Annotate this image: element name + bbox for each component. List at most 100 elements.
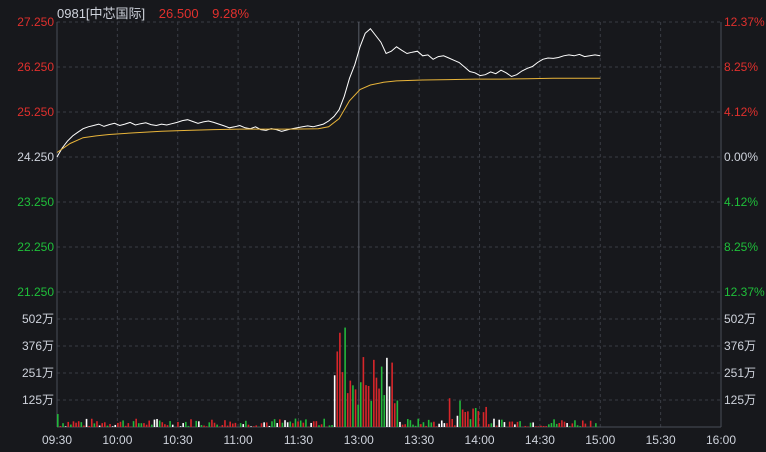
volume-bar	[187, 425, 190, 427]
volume-bar	[425, 425, 427, 427]
volume-bar	[472, 408, 474, 427]
volume-bar	[213, 422, 216, 427]
volume-tick-label-right: 502万	[724, 312, 756, 326]
volume-bar	[140, 423, 143, 427]
volume-bar	[490, 423, 493, 427]
volume-bar	[231, 423, 234, 427]
volume-bar	[190, 419, 192, 427]
price-tick-label: 26.250	[17, 60, 54, 74]
price-tick-label: 27.250	[17, 15, 54, 29]
volume-bar	[362, 357, 365, 427]
volume-bar	[339, 332, 341, 427]
volume-bar	[474, 407, 477, 427]
volume-bar	[545, 426, 548, 427]
volume-bar	[524, 425, 527, 427]
volume-bar	[158, 420, 161, 427]
volume-bar	[156, 418, 158, 427]
time-tick-label: 11:00	[224, 433, 253, 447]
volume-bar	[177, 421, 179, 427]
pct-tick-label: 8.25%	[724, 60, 758, 74]
time-tick-label: 14:30	[525, 433, 555, 447]
pct-tick-label: 12.37%	[724, 285, 765, 299]
time-tick-label: 15:30	[646, 433, 676, 447]
volume-bar	[503, 422, 506, 427]
volume-bar	[195, 420, 198, 427]
volume-bar	[529, 422, 532, 427]
volume-bar	[104, 422, 106, 427]
volume-bar	[239, 423, 242, 427]
volume-bar	[93, 423, 96, 427]
volume-bar	[433, 421, 435, 427]
time-tick-label: 13:30	[404, 433, 434, 447]
volume-bar	[354, 389, 357, 427]
volume-tick-label: 125万	[22, 393, 54, 407]
volume-bar	[57, 414, 59, 427]
volume-bar	[171, 424, 174, 427]
volume-bar	[391, 362, 393, 427]
time-tick-label: 15:00	[585, 433, 615, 447]
volume-bar	[62, 423, 64, 427]
volume-bar	[349, 380, 352, 427]
volume-bar	[312, 421, 315, 427]
volume-bar	[555, 423, 558, 427]
volume-bar	[451, 418, 453, 427]
volume-bar	[122, 420, 124, 427]
volume-bar	[409, 420, 412, 427]
volume-bar	[109, 423, 111, 427]
volume-bar	[297, 421, 299, 427]
volume-bar	[561, 420, 563, 427]
volume-bar	[534, 426, 537, 427]
volume-bar	[234, 422, 237, 427]
price-tick-label: 23.250	[17, 195, 54, 209]
volume-bar	[119, 421, 122, 427]
volume-bar	[378, 388, 380, 427]
volume-bar	[370, 400, 373, 427]
volume-bar	[271, 421, 273, 427]
volume-bar	[145, 424, 148, 427]
volume-bar	[216, 424, 218, 427]
volume-bar	[375, 377, 378, 427]
volume-bar	[289, 421, 292, 427]
volume-bar	[245, 420, 247, 427]
volume-tick-label-right: 376万	[724, 339, 756, 353]
volume-tick-label: 502万	[22, 312, 54, 326]
quote-header: 0981[中芯国际] 26.500 9.28%	[57, 3, 259, 22]
volume-bar	[566, 423, 568, 427]
volume-bar	[595, 423, 597, 427]
volume-bar	[286, 422, 289, 427]
price-tick-label: 24.250	[17, 150, 54, 164]
volume-bar	[454, 425, 456, 427]
pct-tick-label: 4.12%	[724, 105, 758, 119]
volume-bar	[352, 385, 354, 427]
volume-tick-label-right: 125万	[724, 393, 756, 407]
volume-bar	[427, 419, 430, 427]
volume-bar	[344, 327, 346, 427]
volume-bar	[72, 421, 75, 427]
volume-bar	[359, 382, 362, 427]
volume-bar	[571, 423, 574, 427]
volume-bar	[448, 398, 451, 427]
volume-bar	[401, 424, 404, 427]
volume-bar	[59, 426, 62, 427]
volume-bar	[96, 421, 98, 427]
volume-bar	[399, 421, 401, 427]
volume-bar	[279, 419, 281, 427]
volume-bar	[537, 426, 540, 427]
volume-bar	[182, 423, 184, 427]
pct-tick-label: 8.25%	[724, 240, 758, 254]
axis-labels: 27.250 12.37% 26.250 8.25% 25.250 4.12% 24.250…	[17, 15, 765, 447]
average-line	[56, 77, 601, 153]
volume-bar	[493, 418, 495, 427]
price-tick-label: 21.250	[17, 285, 54, 299]
volume-bar	[550, 423, 553, 427]
volume-bar	[111, 426, 114, 427]
volume-bar	[114, 424, 117, 427]
volume-bar	[143, 423, 145, 427]
volume-bar	[268, 425, 271, 427]
volume-bar	[563, 421, 566, 427]
volume-bar	[302, 422, 305, 427]
volume-bar	[581, 420, 584, 427]
volume-bar	[422, 422, 425, 427]
volume-bar	[77, 421, 80, 427]
volume-bar	[205, 426, 208, 427]
